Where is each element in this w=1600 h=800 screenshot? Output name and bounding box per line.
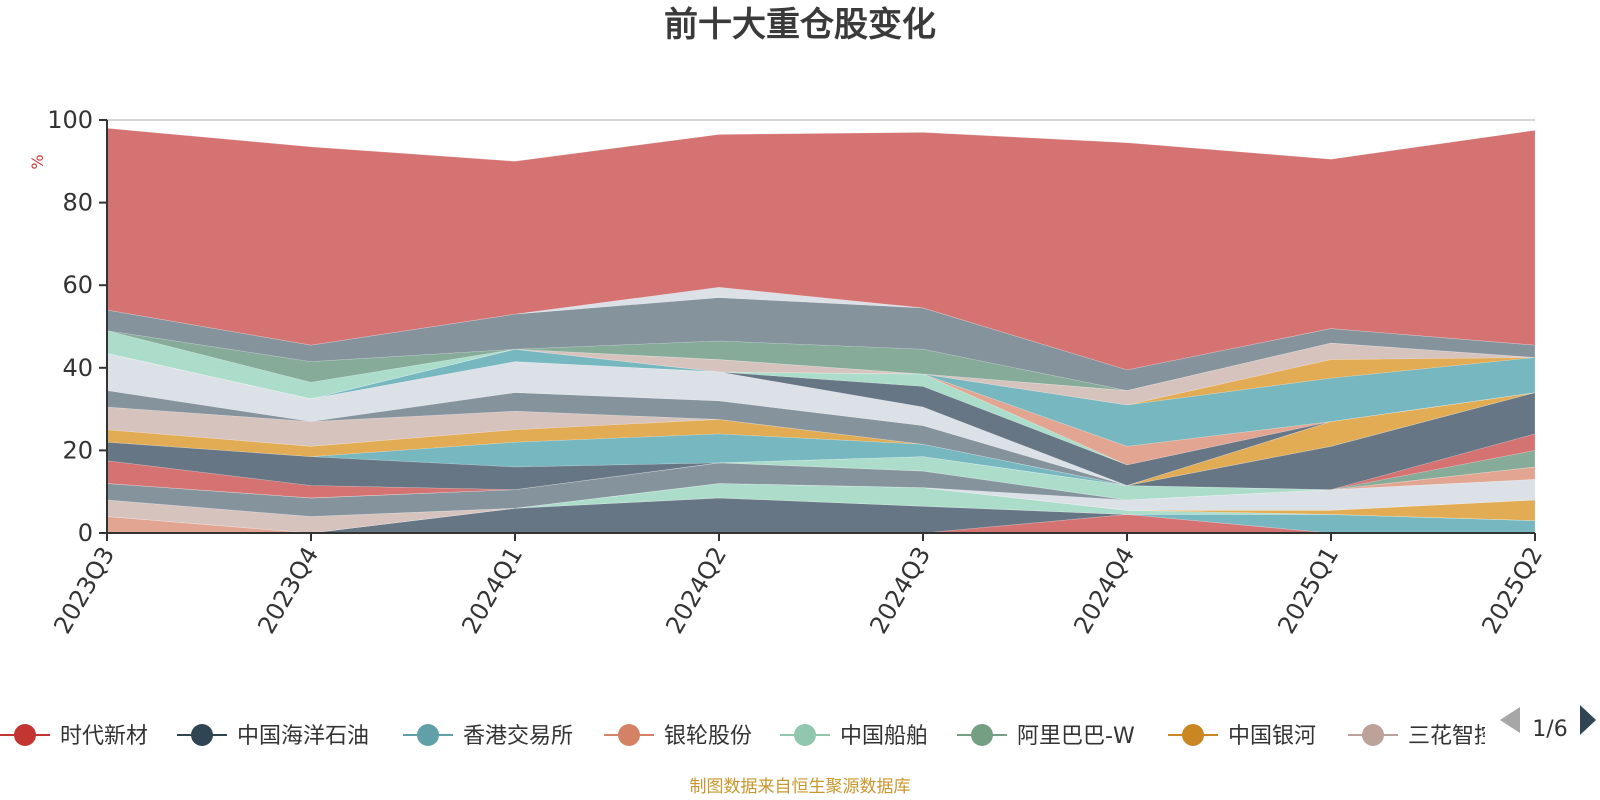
legend-marker-icon bbox=[1182, 724, 1204, 746]
legend: 时代新材 中国海洋石油 香港交易所 银轮股份 中国船舶 阿里巴巴-W 中国银河 三花智控 bbox=[0, 724, 1496, 749]
y-tick-label: 40 bbox=[62, 354, 93, 382]
legend-item[interactable]: 阿里巴巴-W bbox=[957, 724, 1135, 749]
legend-label: 中国船舶 bbox=[840, 724, 928, 749]
x-tick-label: 2025Q2 bbox=[1476, 542, 1548, 638]
legend-prev-arrow-icon[interactable] bbox=[1500, 707, 1520, 733]
legend-label: 时代新材 bbox=[60, 724, 148, 749]
x-tick-label: 2023Q3 bbox=[48, 542, 120, 638]
area-series-30[interactable] bbox=[106, 127, 1536, 371]
legend-marker-icon bbox=[971, 724, 993, 746]
legend-item[interactable]: 香港交易所 bbox=[403, 724, 573, 749]
x-tick-label: 2024Q3 bbox=[864, 542, 936, 638]
legend-item[interactable]: 三花智控 bbox=[1348, 724, 1496, 749]
legend-label: 三花智控 bbox=[1408, 724, 1496, 749]
legend-marker-icon bbox=[191, 724, 213, 746]
area-series-28[interactable] bbox=[106, 297, 1536, 391]
y-tick-label: 100 bbox=[47, 106, 93, 134]
x-tick-label: 2024Q2 bbox=[660, 542, 732, 638]
legend-pager: 1/6 bbox=[1500, 705, 1596, 742]
y-tick-label: 60 bbox=[62, 271, 93, 299]
legend-label: 中国银河 bbox=[1228, 724, 1316, 749]
x-tick-label: 2023Q4 bbox=[252, 542, 324, 638]
chart-title: 前十大重仓股变化 bbox=[664, 5, 936, 45]
legend-label: 中国海洋石油 bbox=[237, 724, 369, 749]
y-tick-label: 20 bbox=[62, 436, 93, 464]
y-tick-label: 80 bbox=[62, 189, 93, 217]
source-note: 制图数据来自恒生聚源数据库 bbox=[690, 777, 911, 797]
x-tick-label: 2024Q4 bbox=[1068, 542, 1140, 638]
legend-marker-icon bbox=[14, 724, 36, 746]
legend-next-arrow-icon[interactable] bbox=[1580, 705, 1596, 735]
plot-area bbox=[106, 127, 1536, 534]
legend-item[interactable]: 中国船舶 bbox=[780, 724, 928, 749]
legend-marker-icon bbox=[794, 724, 816, 746]
x-tick-label: 2024Q1 bbox=[456, 542, 528, 638]
legend-item[interactable]: 中国银河 bbox=[1168, 724, 1316, 749]
legend-marker-icon bbox=[618, 724, 640, 746]
area-series-23[interactable] bbox=[106, 348, 1536, 447]
y-tick-label: 0 bbox=[78, 519, 93, 547]
legend-label: 银轮股份 bbox=[664, 724, 752, 749]
legend-page-indicator: 1/6 bbox=[1532, 717, 1567, 742]
legend-item[interactable]: 时代新材 bbox=[0, 724, 148, 749]
legend-label: 香港交易所 bbox=[463, 724, 573, 749]
legend-items: 时代新材 中国海洋石油 香港交易所 银轮股份 中国船舶 阿里巴巴-W 中国银河 三花智控 bbox=[0, 724, 1496, 749]
legend-item[interactable]: 中国海洋石油 bbox=[177, 724, 369, 749]
y-axis-label: % bbox=[28, 154, 47, 169]
legend-item[interactable]: 银轮股份 bbox=[604, 724, 752, 749]
legend-marker-icon bbox=[417, 724, 439, 746]
legend-label: 阿里巴巴-W bbox=[1017, 724, 1135, 749]
legend-marker-icon bbox=[1362, 724, 1384, 746]
x-tick-label: 2025Q1 bbox=[1272, 542, 1344, 638]
